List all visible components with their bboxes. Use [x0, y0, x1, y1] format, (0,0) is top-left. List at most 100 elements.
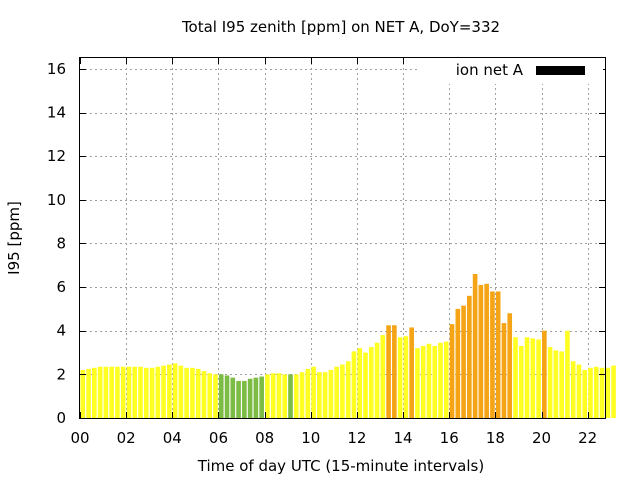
bar [305, 368, 311, 418]
bar [195, 368, 201, 418]
bar [143, 367, 149, 418]
bar [322, 372, 328, 418]
bar [461, 305, 466, 418]
bar [593, 366, 599, 418]
bar [380, 335, 386, 418]
y-tick-label: 12 [47, 147, 66, 165]
bar [247, 378, 253, 418]
bar [524, 337, 530, 418]
bar [553, 350, 559, 418]
y-tick-label: 10 [47, 191, 66, 209]
bar [484, 283, 489, 418]
y-tick-labels: 0 2 4 6 8 10 12 14 16 [47, 60, 66, 427]
bar [259, 376, 264, 418]
bar [386, 325, 391, 418]
y-tick-label: 2 [56, 365, 66, 383]
bar [420, 346, 426, 418]
bar [582, 370, 588, 418]
bar [490, 291, 495, 418]
bar [415, 348, 420, 418]
bar [599, 367, 605, 418]
bar [167, 364, 172, 418]
bar [518, 346, 524, 418]
bar [426, 343, 432, 418]
bar [282, 374, 288, 418]
bar [467, 295, 472, 418]
bar [172, 363, 178, 418]
bar [155, 366, 161, 418]
bar [224, 375, 230, 418]
bar [270, 373, 276, 418]
bar [207, 373, 213, 418]
bar [478, 284, 484, 418]
bar [334, 366, 339, 418]
x-tick-label: 08 [255, 429, 274, 447]
x-tick-label: 20 [532, 429, 551, 447]
x-tick-label: 18 [486, 429, 505, 447]
bar [236, 380, 241, 418]
bar [443, 341, 449, 418]
bar [432, 346, 438, 418]
bar [513, 337, 518, 418]
bar [230, 377, 236, 418]
y-axis-label: I95 [ppm] [5, 201, 23, 275]
bar [409, 327, 414, 418]
bar [317, 372, 322, 418]
bar [530, 338, 536, 418]
bar [542, 330, 547, 418]
y-tick-label: 0 [56, 409, 66, 427]
bar [109, 366, 114, 418]
x-tick-labels: 00 02 04 06 08 10 12 14 16 18 20 22 [70, 429, 597, 447]
bar [328, 370, 334, 418]
bar [345, 361, 351, 418]
bar [311, 366, 316, 418]
bar [299, 372, 305, 418]
x-axis-label: Time of day UTC (15-minute intervals) [197, 457, 484, 475]
bar [265, 374, 270, 418]
bar [190, 367, 195, 418]
bar [576, 364, 582, 418]
x-tick-label: 12 [347, 429, 366, 447]
bar [536, 339, 541, 418]
x-tick-label: 16 [440, 429, 459, 447]
bar [351, 351, 357, 418]
bar [242, 380, 247, 418]
bar [213, 374, 218, 418]
bar [374, 342, 380, 418]
bar [120, 366, 126, 418]
bar [253, 377, 259, 418]
bar [501, 323, 507, 418]
bar [565, 330, 570, 418]
bar [570, 361, 576, 418]
bar [178, 365, 184, 418]
x-tick-label: 00 [70, 429, 89, 447]
bar [184, 367, 189, 418]
bars [80, 274, 616, 418]
y-tick-label: 4 [56, 322, 66, 340]
plot-frame [79, 57, 606, 419]
x-tick-label: 02 [117, 429, 136, 447]
axis-ticks [80, 58, 605, 419]
x-tick-label: 22 [578, 429, 597, 447]
bar [438, 342, 443, 418]
legend-label: ion net A [456, 61, 524, 79]
bar [92, 367, 97, 418]
bar [472, 274, 478, 418]
bar [86, 368, 91, 418]
bar [126, 366, 132, 418]
bar [80, 370, 86, 418]
bar [276, 373, 282, 418]
bar [363, 352, 368, 418]
bar [611, 365, 616, 418]
bar [138, 366, 143, 418]
bar [161, 365, 166, 418]
bar [605, 367, 611, 418]
bar [368, 347, 374, 418]
x-tick-label: 06 [209, 429, 228, 447]
bar [449, 324, 455, 418]
bar [340, 364, 345, 418]
bar [547, 347, 553, 418]
bar [201, 371, 207, 418]
bar [97, 366, 103, 418]
